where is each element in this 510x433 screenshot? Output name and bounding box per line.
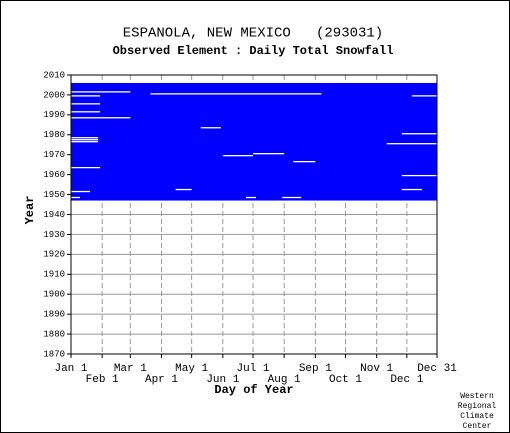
missing-gap	[71, 196, 81, 199]
missing-gap	[401, 133, 437, 135]
missing-gap	[71, 190, 91, 193]
y-tick-label: 2000	[43, 90, 65, 100]
credit-line: Regional	[458, 402, 497, 411]
missing-gap	[71, 139, 99, 141]
y-tick-label: 1920	[43, 250, 65, 260]
y-axis-label: Year	[23, 196, 37, 225]
x-tick-label: May 1	[175, 363, 208, 375]
x-tick-label: Jan 1	[54, 363, 87, 375]
y-tick-label: 1900	[43, 290, 65, 300]
x-tick-label: Aug 1	[268, 374, 301, 386]
y-tick-label: 1980	[43, 130, 65, 140]
missing-gap	[222, 155, 253, 157]
y-tick-label: 1940	[43, 210, 65, 220]
x-axis-label: Day of Year	[214, 383, 293, 397]
x-tick-label: Oct 1	[329, 374, 362, 386]
x-tick-label: Jun 1	[206, 374, 239, 386]
y-tick-label: 1870	[43, 349, 65, 359]
coverage-block	[71, 82, 437, 201]
y-tick-label: 1880	[43, 329, 65, 339]
x-tick-label: Mar 1	[114, 363, 147, 375]
missing-gap	[245, 196, 257, 199]
missing-gap	[71, 103, 101, 105]
y-tick-label: 1970	[43, 150, 65, 160]
y-tick-label: 1950	[43, 190, 65, 200]
missing-gap	[71, 137, 99, 139]
missing-gap	[71, 95, 101, 97]
missing-gap	[252, 153, 285, 155]
x-tick-label: Apr 1	[145, 374, 178, 386]
missing-gap	[71, 111, 101, 113]
missing-gap	[401, 188, 422, 191]
x-tick-label: Sep 1	[299, 363, 332, 375]
chart-title: ESPANOLA, NEW MEXICO (293031)	[123, 26, 383, 42]
y-tick-label: 1990	[43, 110, 65, 120]
chart-subtitle: Observed Element : Daily Total Snowfall	[113, 44, 394, 58]
missing-gap	[411, 95, 437, 97]
plot-border	[70, 74, 438, 355]
x-tick-label: Dec 31	[417, 363, 457, 375]
y-tick-label: 1910	[43, 270, 65, 280]
missing-gap	[282, 196, 302, 199]
missing-gap	[71, 91, 131, 93]
missing-gap	[71, 141, 99, 143]
x-tick-label: Dec 1	[390, 374, 423, 386]
x-tick-label: Nov 1	[360, 363, 393, 375]
missing-gap	[150, 93, 322, 95]
y-tick-label: 1890	[43, 310, 65, 320]
credit-line: Center	[463, 422, 492, 431]
missing-gap	[293, 160, 316, 163]
missing-gap	[401, 174, 437, 177]
y-tick-label: 1930	[43, 230, 65, 240]
x-tick-label: Jul 1	[236, 363, 269, 375]
missing-gap	[175, 188, 192, 191]
y-tick-label: 2010	[43, 70, 65, 80]
x-tick-label: Feb 1	[86, 374, 119, 386]
missing-gap	[71, 166, 101, 169]
y-tick-label: 1960	[43, 170, 65, 180]
credit-line: Western	[460, 392, 494, 401]
missing-gap	[386, 143, 437, 145]
missing-gap	[200, 127, 221, 129]
missing-gap	[71, 117, 131, 119]
credit-line: Climate	[460, 412, 494, 421]
